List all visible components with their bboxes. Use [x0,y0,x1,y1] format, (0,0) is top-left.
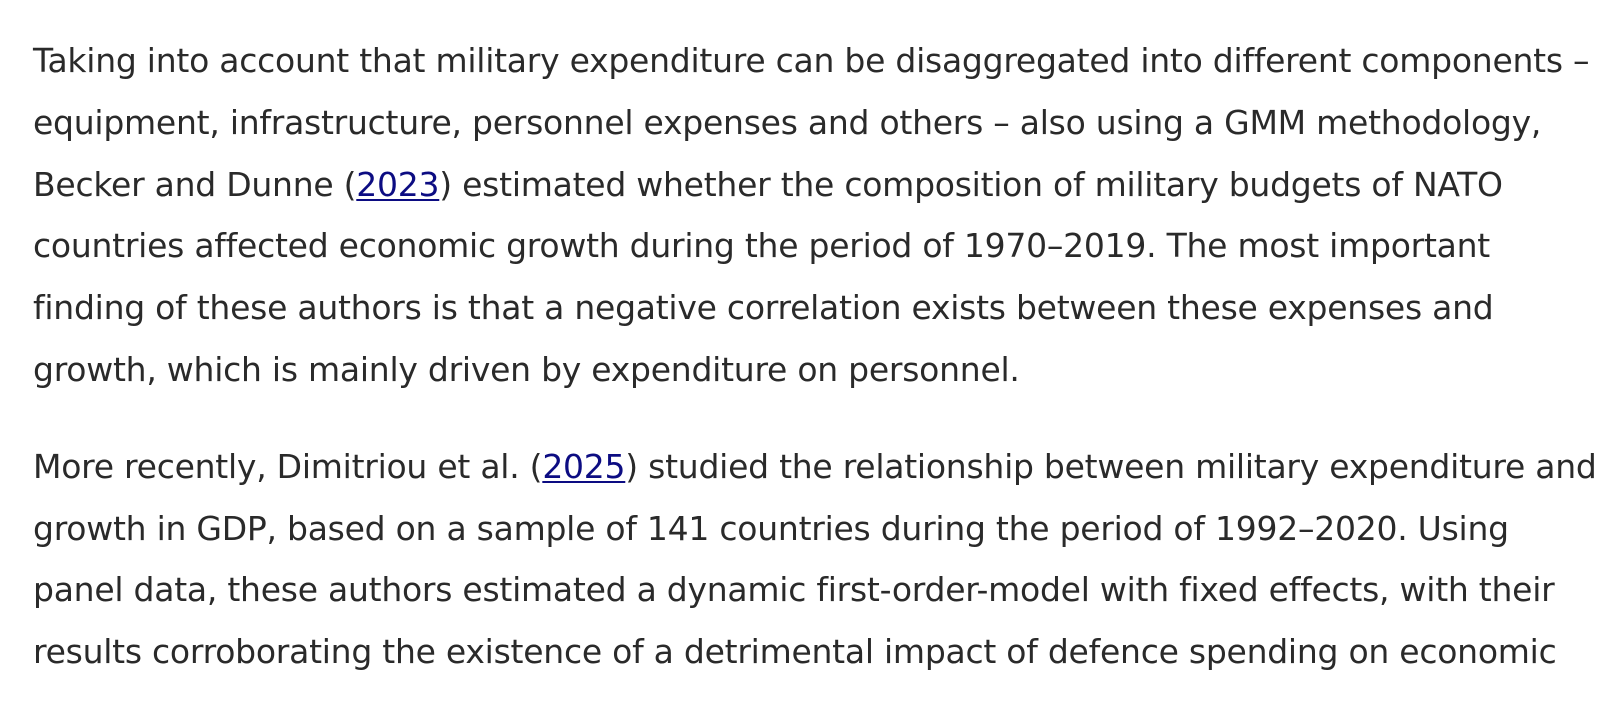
text-line: equipment, infrastructure, personnel exp… [33,102,1542,142]
citation-link-becker-dunne-2023[interactable]: 2023 [356,164,440,204]
text-line: results corroborating the existence of a… [33,632,1557,672]
text-line: finding of these authors is that a negat… [33,288,1494,328]
text-line: growth, which is mainly driven by expend… [33,349,1020,389]
text-segment: Becker and Dunne ( [33,164,357,204]
text-line: Becker and Dunne (2023) estimated whethe… [33,154,1608,216]
paragraph-military-components: Taking into account that military expend… [33,30,1608,401]
text-line: Taking into account that military expend… [33,41,1590,80]
article-body: Taking into account that military expend… [33,30,1608,683]
text-line: panel data, these authors estimated a dy… [33,570,1555,610]
text-line: More recently, Dimitriou et al. (2025) s… [33,436,1608,498]
text-line: growth in GDP, based on a sample of 141 … [33,508,1509,548]
text-segment: ) estimated whether the composition of m… [439,164,1503,204]
text-line: countries affected economic growth durin… [33,226,1490,266]
text-segment: ) studied the relationship between milit… [625,446,1597,486]
citation-link-dimitriou-2025[interactable]: 2025 [542,446,626,486]
paragraph-dimitriou-study: More recently, Dimitriou et al. (2025) s… [33,436,1608,683]
text-segment: More recently, Dimitriou et al. ( [33,446,543,486]
